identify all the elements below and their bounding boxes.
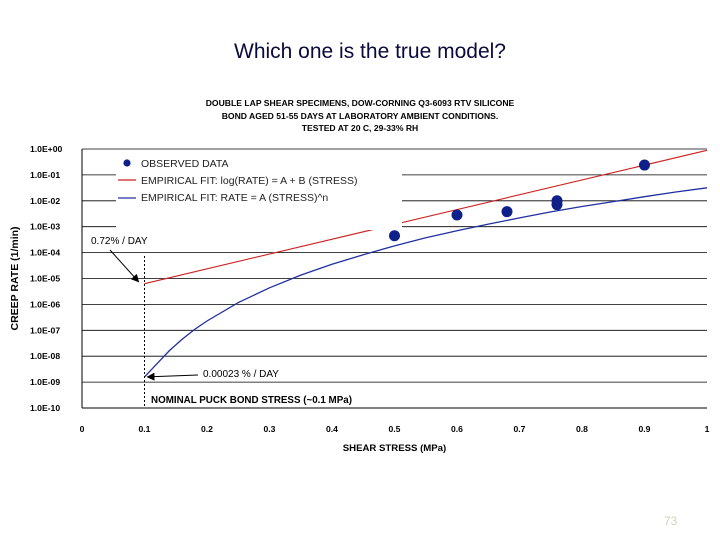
series-line-exponential-fit (144, 149, 708, 285)
y-tick-label: 1.0E-06 (30, 299, 60, 309)
legend-label-observed: OBSERVED DATA (141, 158, 229, 170)
chart-title: DOUBLE LAP SHEAR SPECIMENS, DOW-CORNING … (150, 97, 570, 135)
y-tick-label: 1.0E-04 (30, 248, 60, 258)
nominal-stress-label-background (148, 391, 390, 406)
y-tick-label: 1.0E-02 (30, 196, 60, 206)
data-point (551, 199, 563, 211)
y-tick-label: 1.0E-09 (30, 377, 60, 387)
y-tick-label: 1.0E-01 (30, 170, 60, 180)
series-line-power-fit (144, 187, 708, 378)
page-number: 73 (664, 514, 678, 528)
data-point (451, 209, 463, 221)
legend-label-power: EMPIRICAL FIT: RATE = A (STRESS)^n (141, 192, 328, 204)
y-tick-label: 1.0E-03 (30, 222, 60, 232)
data-point (389, 230, 400, 242)
x-tick-label: 0.8 (576, 424, 588, 434)
y-tick-label: 1.0E-07 (30, 325, 60, 335)
x-tick-label: 0 (80, 424, 85, 434)
annotation-arrow-low (146, 372, 199, 381)
x-tick-label: 0.1 (139, 424, 151, 434)
annotation-rate-high: 0.72% / DAY (91, 236, 148, 247)
legend-background (116, 154, 402, 230)
legend-label-exponential: EMPIRICAL FIT: log(RATE) = A + B (STRESS… (141, 175, 357, 187)
chart-title-line-3: TESTED AT 20 C, 29-33% RH (301, 123, 419, 133)
x-tick-label: 0.6 (451, 424, 463, 434)
y-tick-label: 1.0E-10 (30, 403, 60, 413)
chart-title-line-1: DOUBLE LAP SHEAR SPECIMENS, DOW-CORNING … (205, 98, 515, 108)
annotation-rate-low: 0.00023 % / DAY (203, 369, 279, 380)
chart-title-line-2: BOND AGED 51-55 DAYS AT LABORATORY AMBIE… (221, 110, 499, 121)
y-axis-title: CREEP RATE (1/min) (9, 226, 21, 330)
y-tick-label: 1.0E-08 (30, 351, 60, 361)
x-tick-label: 0.3 (264, 424, 276, 434)
annotation-nominal-stress: NOMINAL PUCK BOND STRESS (~0.1 MPa) (151, 395, 352, 406)
y-tick-label: 1.0E-05 (30, 274, 60, 284)
x-tick-label: 0.4 (326, 424, 338, 434)
x-tick-label: 0.7 (514, 424, 526, 434)
x-tick-label: 0.9 (639, 424, 651, 434)
legend-marker-observed (123, 159, 131, 167)
x-tick-label: 0.2 (201, 424, 213, 434)
annotation-arrow-high (109, 249, 140, 283)
data-point (501, 206, 513, 218)
annotation-rate-high-background (88, 233, 160, 248)
x-tick-label: 1 (705, 424, 710, 434)
data-point (639, 159, 650, 171)
x-axis-title: SHEAR STRESS (MPa) (343, 443, 446, 454)
chart-legend (116, 154, 402, 230)
slide-title: Which one is the true model? (234, 40, 506, 63)
x-tick-label: 0.5 (389, 424, 401, 434)
y-tick-label: 1.0E+00 (30, 144, 62, 154)
